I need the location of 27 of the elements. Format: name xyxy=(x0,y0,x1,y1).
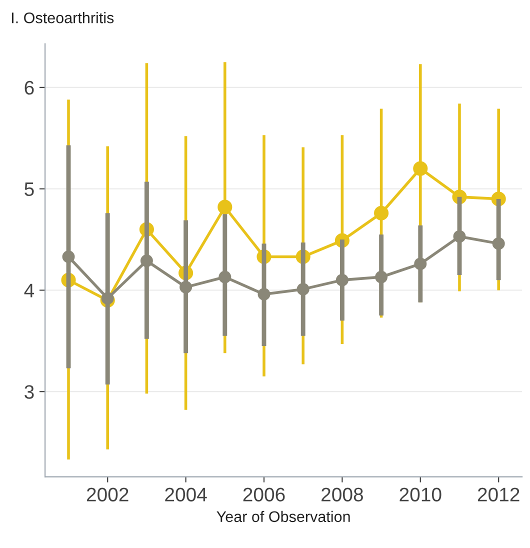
x-tick-label: 2012 xyxy=(478,488,520,502)
point xyxy=(375,270,388,284)
x-tick-label: 2006 xyxy=(243,488,285,502)
point xyxy=(218,200,232,214)
y-tick-label: 6 xyxy=(24,80,34,95)
point xyxy=(492,237,505,250)
point xyxy=(62,250,75,263)
point xyxy=(218,270,232,284)
point xyxy=(413,161,428,176)
point xyxy=(453,230,466,243)
point xyxy=(258,288,270,301)
point xyxy=(140,254,153,268)
x-tick-label: 2002 xyxy=(86,488,128,502)
point xyxy=(414,258,427,270)
point xyxy=(101,292,114,305)
x-tick-label: 2010 xyxy=(400,488,442,502)
x-tick-label: 2008 xyxy=(322,488,363,502)
y-tick-label: 3 xyxy=(24,385,34,399)
chart-title: I. Osteoarthritis xyxy=(12,12,114,24)
y-tick-label: 4 xyxy=(24,284,34,298)
point xyxy=(374,206,389,220)
point xyxy=(180,280,192,294)
y-tick-label: 5 xyxy=(24,182,34,196)
x-tick-label: 2004 xyxy=(165,488,207,502)
point xyxy=(296,282,310,296)
point xyxy=(336,274,348,286)
x-axis-title: Year of Observation xyxy=(216,510,350,522)
